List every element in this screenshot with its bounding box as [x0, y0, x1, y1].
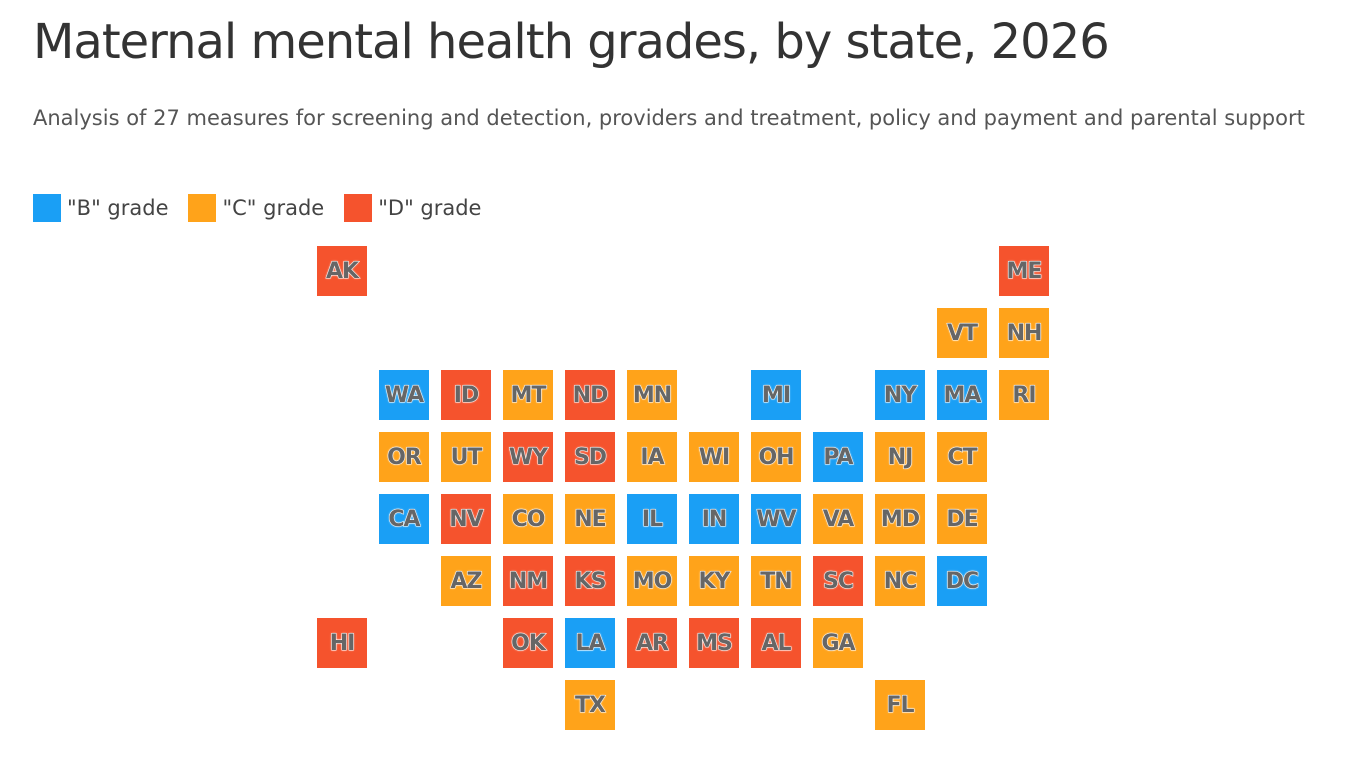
legend-swatch [188, 194, 217, 222]
state-tile: KS [565, 556, 615, 606]
state-tile: CO [503, 494, 553, 544]
state-tile: NE [565, 494, 615, 544]
state-tile: MS [689, 618, 739, 668]
state-tile: NV [441, 494, 491, 544]
state-tile: UT [441, 432, 491, 482]
state-tile: VT [937, 308, 987, 358]
state-tile: TX [565, 680, 615, 730]
legend-item: "C" grade [188, 194, 324, 222]
state-tile: MA [937, 370, 987, 420]
legend-swatch [344, 194, 373, 222]
state-tile: WA [379, 370, 429, 420]
state-tile: OR [379, 432, 429, 482]
state-tile: GA [813, 618, 863, 668]
state-tile: IL [627, 494, 677, 544]
state-tile: CA [379, 494, 429, 544]
legend-label: "B" grade [67, 196, 169, 220]
state-tile: DE [937, 494, 987, 544]
state-tile: SC [813, 556, 863, 606]
state-tile: NM [503, 556, 553, 606]
state-tile: IA [627, 432, 677, 482]
state-tile: MT [503, 370, 553, 420]
state-tile: RI [999, 370, 1049, 420]
state-tile: TN [751, 556, 801, 606]
state-tile: ND [565, 370, 615, 420]
subtitle: Analysis of 27 measures for screening an… [33, 106, 1305, 130]
state-tile: MO [627, 556, 677, 606]
state-tile: WI [689, 432, 739, 482]
state-tile: HI [317, 618, 367, 668]
state-tile: FL [875, 680, 925, 730]
state-tile: KY [689, 556, 739, 606]
legend-swatch [33, 194, 61, 222]
state-tile: AZ [441, 556, 491, 606]
legend-item: "B" grade [33, 194, 168, 222]
state-tile: ME [999, 246, 1049, 296]
state-tile: ID [441, 370, 491, 420]
state-tile: DC [937, 556, 987, 606]
state-tile: MI [751, 370, 801, 420]
legend-label: "D" grade [378, 196, 482, 220]
state-tile: WV [751, 494, 801, 544]
state-tile: SD [565, 432, 615, 482]
legend: "B" grade "C" grade "D" grade [33, 194, 481, 222]
state-tile: OK [503, 618, 553, 668]
state-tile: MN [627, 370, 677, 420]
state-tile: NY [875, 370, 925, 420]
state-tile: AK [317, 246, 367, 296]
state-tile: CT [937, 432, 987, 482]
state-tile: PA [813, 432, 863, 482]
legend-item: "D" grade [344, 194, 481, 222]
state-tile: MD [875, 494, 925, 544]
state-tile: AR [627, 618, 677, 668]
state-tile: NC [875, 556, 925, 606]
state-tile: AL [751, 618, 801, 668]
state-tile: LA [565, 618, 615, 668]
state-tile: WY [503, 432, 553, 482]
legend-label: "C" grade [222, 196, 325, 220]
title: Maternal mental health grades, by state,… [33, 14, 1110, 70]
state-tile: NJ [875, 432, 925, 482]
state-tile: OH [751, 432, 801, 482]
state-tile: IN [689, 494, 739, 544]
state-tile: VA [813, 494, 863, 544]
state-tile: NH [999, 308, 1049, 358]
